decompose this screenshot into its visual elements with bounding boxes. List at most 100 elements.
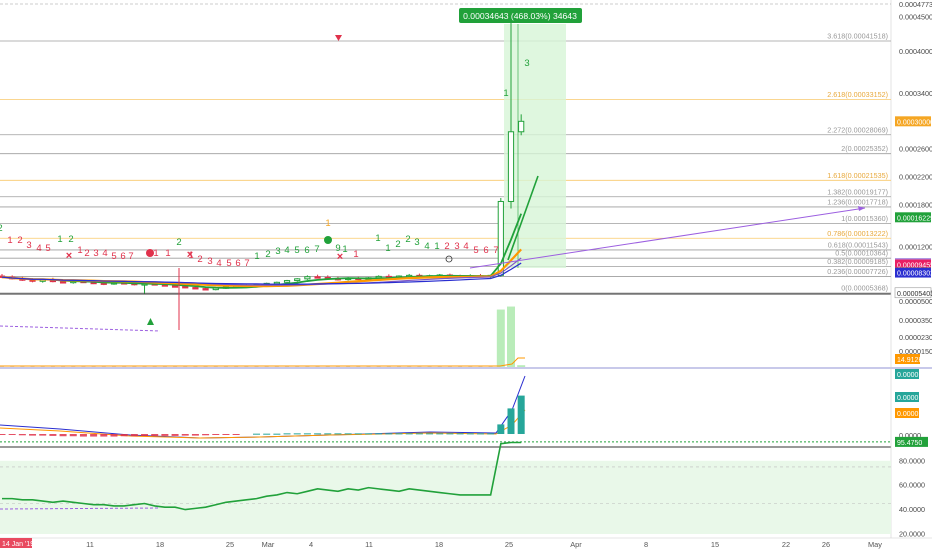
td-count: 1: [375, 233, 380, 244]
date-tick: 25: [505, 540, 513, 549]
ma-long-line: [1, 262, 522, 285]
td-count: 1: [434, 241, 439, 252]
td-count: 9: [335, 243, 340, 254]
macd-badge-label: 0.0000: [897, 395, 919, 402]
volume-tick: 0.0000500: [899, 297, 932, 306]
volume-bar: [496, 309, 505, 367]
macd-hist-bar: [59, 434, 67, 437]
td-count: 5: [111, 251, 116, 262]
macd-hist-bar: [151, 434, 159, 436]
macd-hist-bar: [446, 433, 454, 435]
macd-hist-bar: [324, 433, 332, 435]
macd-hist-bar: [375, 433, 383, 435]
macd-hist-bar: [181, 434, 189, 436]
macd-hist-bar: [161, 434, 169, 436]
macd-hist-bar: [476, 433, 484, 435]
td-count: 4: [102, 248, 107, 259]
fib-level-label: 0.236(0.00007726): [827, 267, 888, 276]
fib-level-label: 2.618(0.00033152): [827, 90, 888, 99]
volume-bar: [517, 365, 526, 367]
td-count: 3: [454, 241, 459, 252]
td-count: 4: [36, 243, 41, 254]
td-count: 2: [176, 237, 181, 248]
macd-hist-bar: [364, 433, 372, 435]
dividend-marker-icon: [445, 255, 453, 263]
measure-label: 0.00034643 (468.03%) 34643: [463, 11, 577, 21]
td-count: 5: [473, 245, 478, 256]
volume-bar: [507, 306, 515, 367]
td-count: 6: [235, 258, 240, 269]
cross-marker-icon: ×: [66, 250, 72, 262]
volume-pane[interactable]: [0, 268, 526, 367]
rsi-line: [2, 441, 522, 511]
td-count: 7: [314, 244, 319, 255]
td-count: 5: [294, 245, 299, 256]
volume-badge: [895, 354, 920, 364]
macd-hist-bar: [293, 433, 301, 435]
buy-arrow-icon: [147, 318, 154, 325]
price-badge-label: 0.00016229: [897, 215, 932, 222]
td-count: 3: [93, 248, 98, 259]
volume-badge-label: 14.912K: [897, 357, 923, 364]
rsi-badge-label: 95.4750: [897, 440, 922, 447]
fib-level-label: 1.618(0.00021535): [827, 171, 888, 180]
td-count: 6: [483, 245, 488, 256]
time-axis[interactable]: 14 Jan '19 11 18 25 Mar 4 11 18 25 Apr 8 15 22 26 May: [0, 538, 882, 549]
td-count: 7: [128, 251, 133, 262]
fib-level-label: 1.382(0.00019177): [827, 187, 888, 196]
date-tick: Mar: [262, 540, 275, 549]
date-tick: 18: [156, 540, 164, 549]
macd-badge: [895, 369, 919, 379]
macd-badge-label: 0.0000: [897, 372, 919, 379]
candle-body: [59, 281, 67, 284]
price-badge-label: 0.00005403: [897, 291, 932, 298]
td-count: 2: [68, 234, 73, 245]
macd-hist-bar: [517, 395, 525, 434]
td-count: 2: [405, 234, 410, 245]
macd-hist-bar: [110, 434, 118, 437]
date-tick: 4: [309, 540, 313, 549]
td-count: 2: [444, 241, 449, 252]
first-date-label: 14 Jan '19: [2, 541, 34, 548]
macd-pane[interactable]: [0, 375, 526, 439]
candle-body: [314, 276, 321, 279]
macd-hist-bar: [222, 434, 230, 435]
td-count: 7: [244, 258, 249, 269]
macd-hist-bar: [202, 434, 210, 436]
macd-hist-bar: [90, 434, 98, 437]
td-count: 4: [216, 258, 221, 269]
rsi-dashed-line: [0, 507, 161, 510]
td-count: 1: [57, 234, 62, 245]
fib-level-label: 1(0.00015360): [841, 214, 888, 223]
td-count: 3: [414, 237, 419, 248]
macd-hist-bar: [263, 433, 271, 435]
td-count: 2: [395, 239, 400, 250]
td-count: 3: [275, 246, 280, 257]
td-count: 2: [197, 254, 202, 265]
rsi-pane[interactable]: [0, 441, 891, 534]
rsi-tick: 20.0000: [899, 530, 925, 539]
macd-hist-bar: [69, 434, 77, 437]
td-count: 1: [385, 243, 390, 254]
first-date-badge: [0, 538, 32, 548]
macd-hist-bar: [273, 433, 281, 435]
candle-body: [294, 278, 301, 282]
macd-hist-bar: [436, 433, 444, 435]
macd-line: [0, 375, 526, 439]
rsi-tick: 40.0000: [899, 505, 925, 514]
price-badge: [895, 212, 931, 223]
price-badge-label: 0.00008302: [897, 271, 932, 278]
fib-level-label: 0.786(0.00013222): [827, 229, 888, 238]
macd-hist-bar: [385, 433, 393, 435]
macd-hist-bar: [507, 408, 515, 434]
td-count: 2: [17, 235, 22, 246]
